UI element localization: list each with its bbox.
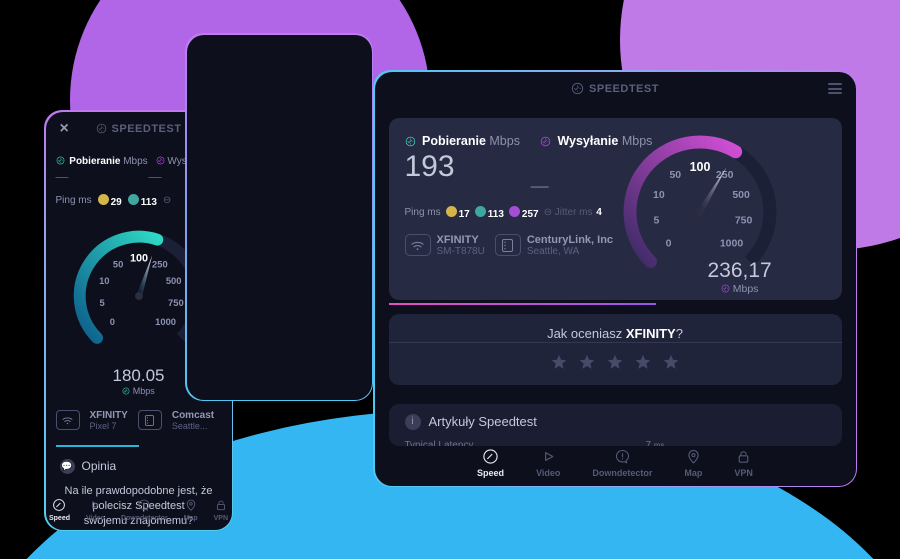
svg-text:0: 0: [109, 317, 114, 327]
svg-text:0: 0: [665, 237, 671, 249]
svg-text:5: 5: [653, 214, 659, 226]
svg-text:500: 500: [732, 188, 750, 200]
svg-text:1000: 1000: [719, 237, 743, 249]
svg-text:750: 750: [168, 297, 184, 307]
svg-text:10: 10: [99, 276, 109, 286]
svg-text:10: 10: [653, 188, 665, 200]
svg-text:100: 100: [129, 252, 147, 264]
svg-text:500: 500: [165, 276, 181, 286]
svg-text:100: 100: [689, 159, 710, 173]
svg-text:250: 250: [152, 259, 168, 269]
svg-text:50: 50: [112, 259, 122, 269]
svg-text:750: 750: [734, 214, 752, 226]
svg-text:5: 5: [99, 297, 104, 307]
svg-text:50: 50: [669, 168, 681, 180]
svg-text:1000: 1000: [155, 317, 176, 327]
